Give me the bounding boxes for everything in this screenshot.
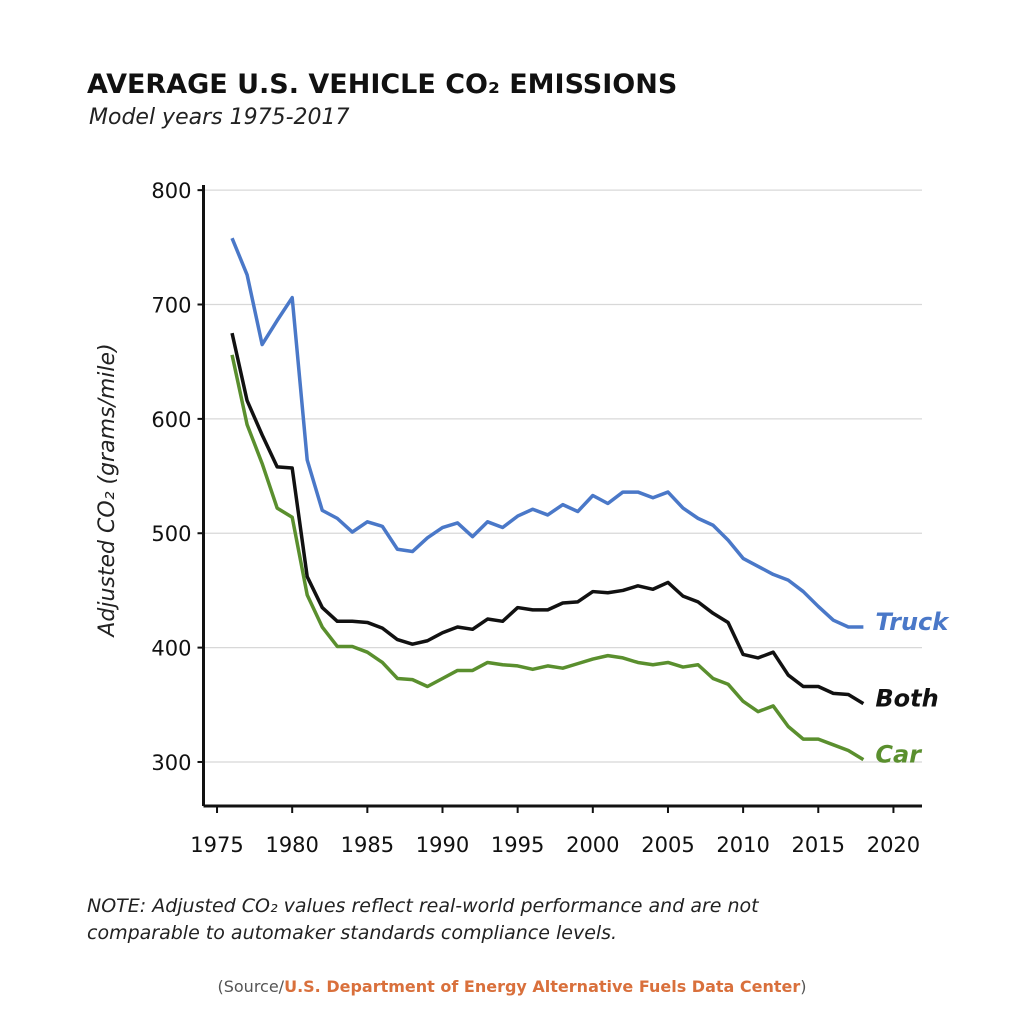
x-tick-label: 2010: [716, 833, 769, 857]
x-tick-label: 2015: [792, 833, 845, 857]
y-tick-label: 600: [151, 408, 191, 432]
x-tick-label: 1975: [190, 833, 243, 857]
y-tick-label: 400: [151, 637, 191, 661]
x-tick-label: 2005: [641, 833, 694, 857]
x-tick-label: 1985: [341, 833, 394, 857]
note-line: NOTE: Adjusted CO₂ values reflect real-w…: [87, 895, 760, 917]
series-label: Both: [875, 685, 938, 713]
x-tick-label: 1995: [491, 833, 544, 857]
y-tick-label: 500: [151, 522, 191, 546]
y-tick-label: 300: [151, 751, 191, 775]
y-tick-label: 800: [151, 179, 191, 203]
series-line: [230, 332, 865, 706]
source-suffix: ): [800, 977, 806, 996]
series-label: Car: [875, 741, 923, 769]
y-axis-label: Adjusted CO₂ (grams/mile): [95, 343, 120, 638]
plot-area: 300 400 500 600 700 800 1975 1980 1985 1990 1995 20…: [151, 179, 950, 857]
x-tick-label: 1980: [265, 833, 318, 857]
source-link[interactable]: U.S. Department of Energy Alternative Fu…: [284, 977, 800, 996]
x-tick-label: 2000: [566, 833, 619, 857]
series-line: [230, 237, 864, 629]
series-line: [230, 354, 865, 762]
y-tick-label: 700: [151, 294, 191, 318]
source: (Source/U.S. Department of Energy Altern…: [217, 977, 806, 996]
x-tick-label: 1990: [416, 833, 469, 857]
note-line: comparable to automaker standards compli…: [87, 922, 617, 944]
chart-subtitle: Model years 1975-2017: [89, 105, 350, 130]
x-tick-label: 2020: [867, 833, 920, 857]
source-prefix: (Source/: [217, 977, 284, 996]
chart-title: AVERAGE U.S. VEHICLE CO₂ EMISSIONS: [87, 69, 677, 100]
series-label: Truck: [875, 608, 950, 636]
